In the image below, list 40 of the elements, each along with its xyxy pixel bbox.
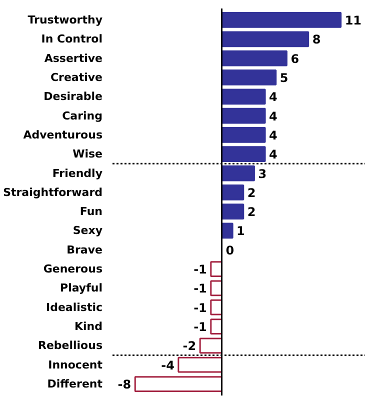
y-tick-label: Playful <box>60 282 103 295</box>
data-label: -8 <box>118 378 132 392</box>
y-tick-label: Rebellious <box>38 339 103 352</box>
data-label: -1 <box>194 282 207 296</box>
data-label: -1 <box>194 320 207 334</box>
data-label: 4 <box>269 109 278 124</box>
y-tick-label: Adventurous <box>23 128 103 142</box>
data-label: 1 <box>236 224 245 238</box>
y-tick-label: Wise <box>72 148 103 161</box>
data-label: 3 <box>258 166 267 181</box>
data-label: -1 <box>194 262 207 277</box>
y-tick-label: In Control <box>41 32 103 46</box>
y-tick-label: Generous <box>43 262 103 276</box>
y-tick-label: Trustworthy <box>28 13 103 26</box>
y-tick-label: Fun <box>80 205 103 218</box>
data-label: 4 <box>269 148 278 162</box>
data-label: 6 <box>290 52 300 66</box>
y-tick-label: Innocent <box>48 358 103 372</box>
y-tick-label: Assertive <box>44 52 103 65</box>
y-tick-label: Sexy <box>72 224 103 238</box>
y-tick-label: Idealistic <box>46 300 103 314</box>
y-tick-label: Straightforward <box>3 186 103 199</box>
data-label: 8 <box>312 32 321 47</box>
y-tick-label: Kind <box>74 320 102 334</box>
data-label: 4 <box>269 128 278 142</box>
y-tick-label: Creative <box>50 70 103 84</box>
data-label: 2 <box>247 205 256 220</box>
data-label: -4 <box>161 358 174 372</box>
data-label: 5 <box>280 70 288 85</box>
data-label: 11 <box>344 13 362 28</box>
data-label: -1 <box>194 300 207 315</box>
y-tick-label: Different <box>47 378 103 391</box>
data-label: 4 <box>269 90 278 104</box>
data-label: -2 <box>182 339 196 354</box>
y-tick-label: Caring <box>62 109 103 122</box>
data-label: 2 <box>247 186 256 200</box>
y-tick-label: Brave <box>66 243 103 256</box>
data-label: 0 <box>226 243 234 258</box>
y-tick-label: Desirable <box>44 90 103 104</box>
y-tick-label: Friendly <box>52 166 103 180</box>
